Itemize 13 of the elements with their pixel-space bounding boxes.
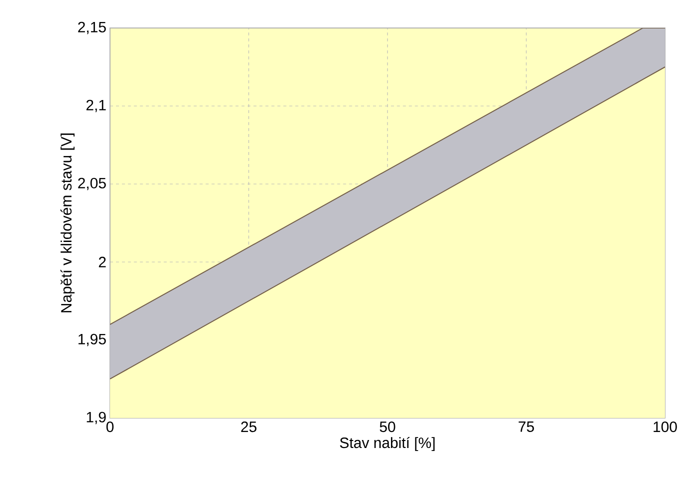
y-tick-label: 1,9 [86, 412, 106, 424]
y-tick-label: 2,05 [78, 178, 106, 190]
y-tick-label: 1,95 [78, 334, 106, 346]
y-axis-title: Napětí v klidovém stavu [V] [60, 134, 75, 312]
x-tick-label: 75 [518, 422, 534, 432]
x-tick-label: 100 [654, 422, 677, 432]
x-tick-label: 0 [106, 422, 114, 432]
x-tick-label: 50 [380, 422, 396, 432]
y-tick-label: 2,1 [86, 100, 106, 112]
x-tick-label: 25 [241, 422, 256, 432]
y-tick-label: 2 [98, 256, 106, 268]
x-axis-title: Stav nabití [%] [340, 436, 435, 452]
y-tick-label: 2,15 [78, 22, 106, 34]
